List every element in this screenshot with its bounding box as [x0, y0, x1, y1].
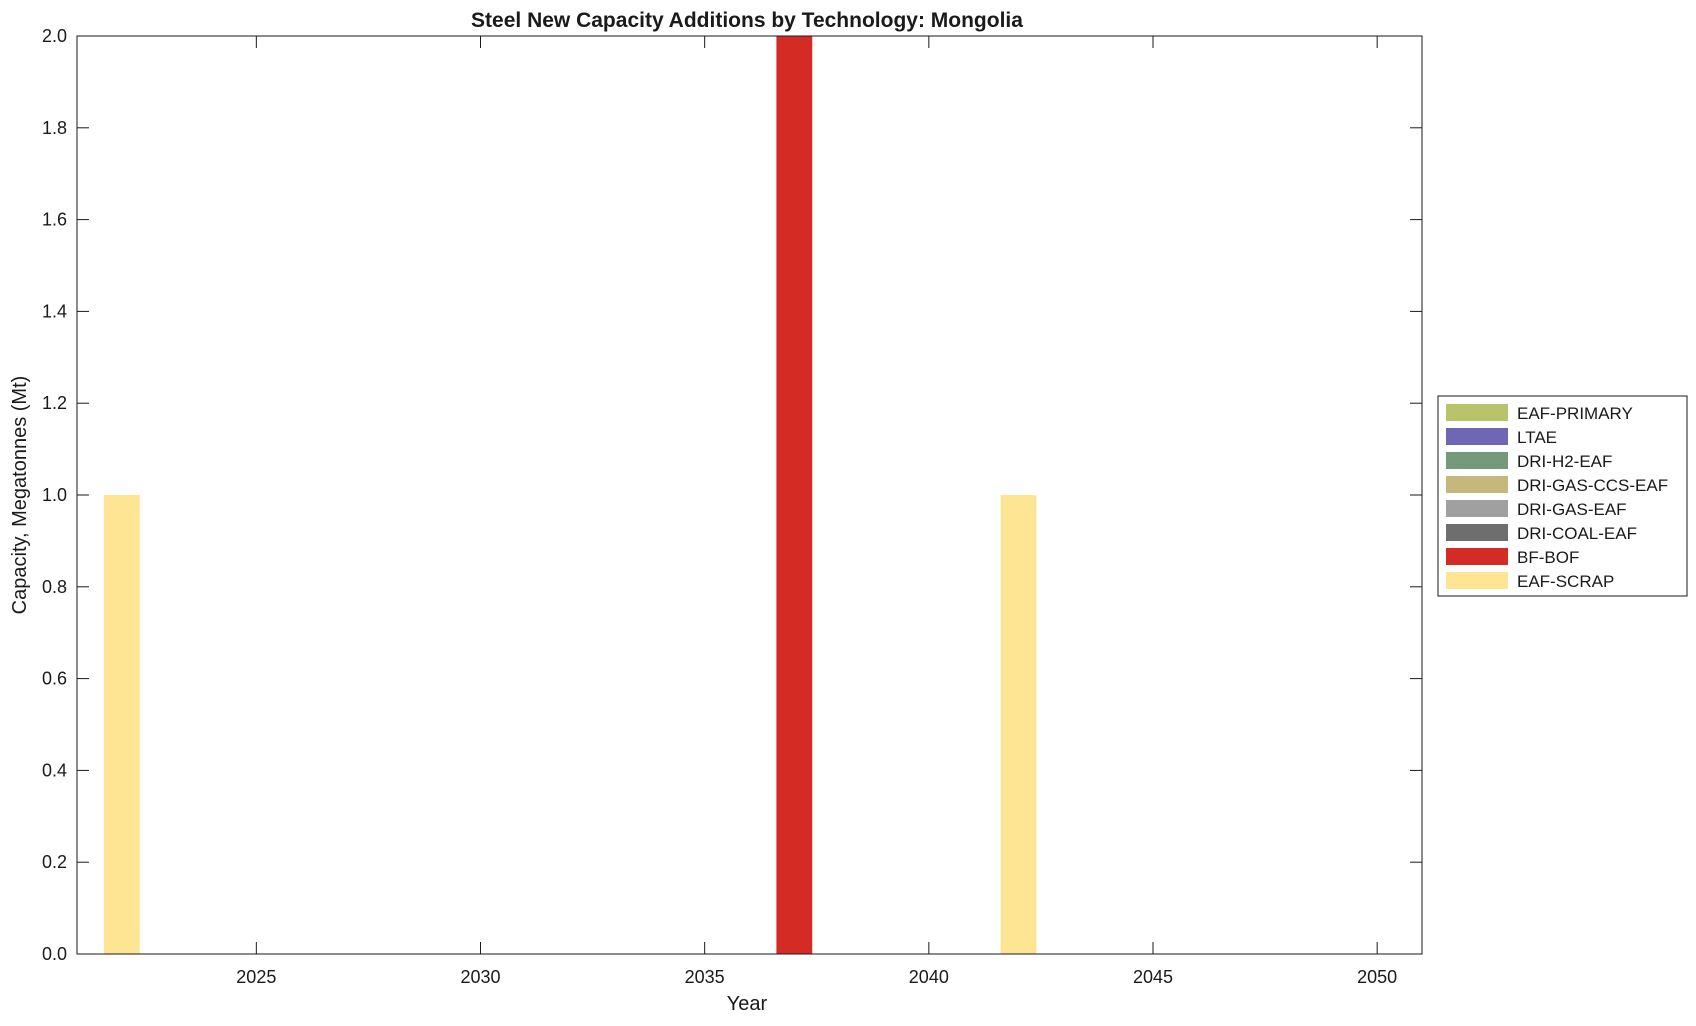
y-tick-label: 1.8 — [42, 118, 67, 138]
legend-label: LTAE — [1517, 428, 1557, 447]
y-axis: 0.0 0.2 0.4 0.6 0.8 1.0 1.2 1.4 1.6 1.8 2.0 — [42, 26, 1422, 964]
legend-swatch — [1446, 452, 1508, 469]
legend-swatch — [1446, 572, 1508, 589]
bars-group — [103, 36, 1037, 954]
y-axis-label: Capacity, Megatonnes (Mt) — [9, 376, 31, 615]
x-tick-label: 2050 — [1357, 967, 1397, 987]
chart-title: Steel New Capacity Additions by Technolo… — [471, 9, 1023, 32]
y-tick-label: 2.0 — [42, 26, 67, 46]
legend-swatch — [1446, 476, 1508, 493]
y-tick-label: 1.2 — [42, 393, 67, 413]
legend-label: EAF-PRIMARY — [1517, 404, 1633, 423]
y-tick-label: 1.6 — [42, 210, 67, 230]
x-tick-label: 2040 — [909, 967, 949, 987]
legend-label: DRI-GAS-EAF — [1517, 500, 1627, 519]
plot-frame — [76, 35, 1423, 955]
y-tick-label: 0.6 — [42, 669, 67, 689]
legend: EAF-PRIMARY LTAE DRI-H2-EAF DRI-GAS-CCS-EAF… — [1437, 395, 1688, 597]
bar-bf-bof-2037 — [776, 36, 813, 954]
x-tick-label: 2030 — [460, 967, 500, 987]
y-tick-label: 1.4 — [42, 301, 67, 321]
x-tick-label: 2035 — [685, 967, 725, 987]
y-tick-label: 0.8 — [42, 577, 67, 597]
legend-swatch — [1446, 548, 1508, 565]
x-tick-label: 2045 — [1133, 967, 1173, 987]
bar-eaf-scrap-2022 — [103, 495, 140, 954]
bar-eaf-scrap-2042 — [1000, 495, 1037, 954]
y-tick-label: 0.2 — [42, 852, 67, 872]
legend-label: EAF-SCRAP — [1517, 572, 1614, 591]
legend-swatch — [1446, 524, 1508, 541]
y-tick-label: 0.4 — [42, 760, 67, 780]
x-axis: 2025 2030 2035 2040 2045 2050 — [236, 36, 1397, 987]
x-tick-label: 2025 — [236, 967, 276, 987]
legend-label: DRI-GAS-CCS-EAF — [1517, 476, 1668, 495]
legend-swatch — [1446, 500, 1508, 517]
legend-label: BF-BOF — [1517, 548, 1579, 567]
x-axis-label: Year — [727, 993, 768, 1015]
legend-label: DRI-H2-EAF — [1517, 452, 1612, 471]
legend-swatch — [1446, 404, 1508, 421]
y-tick-label: 1.0 — [42, 485, 67, 505]
legend-swatch — [1446, 428, 1508, 445]
y-tick-label: 0.0 — [42, 944, 67, 964]
legend-label: DRI-COAL-EAF — [1517, 524, 1637, 543]
